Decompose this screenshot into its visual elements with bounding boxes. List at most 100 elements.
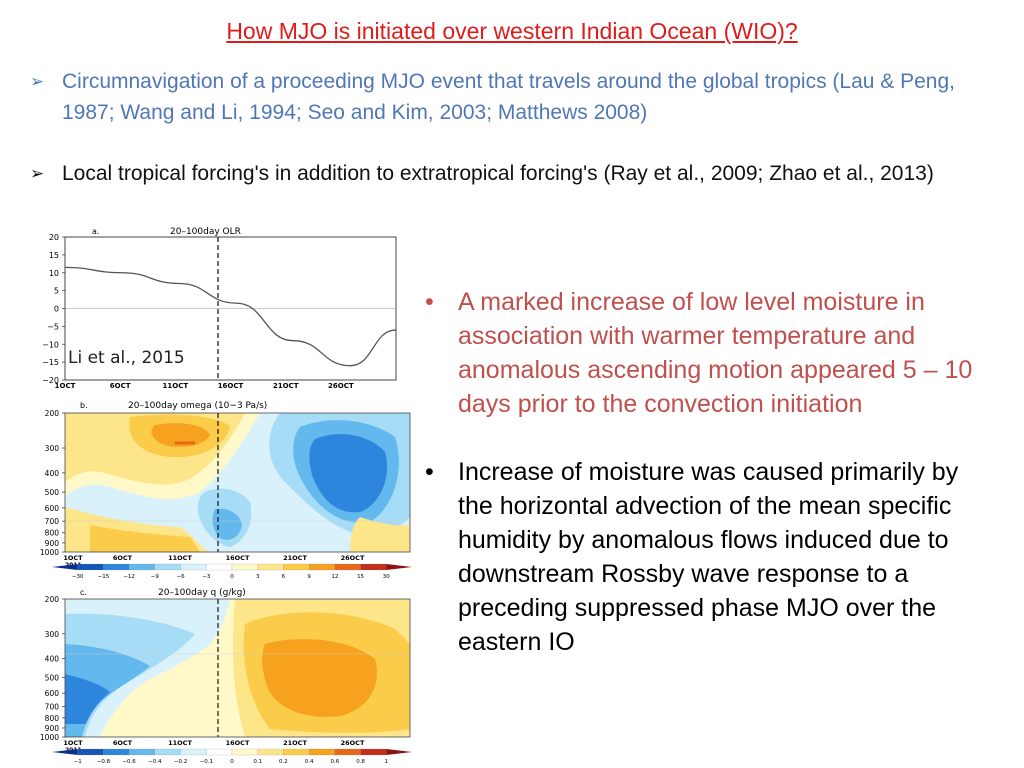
right-bullet-1: • A marked increase of low level moistur… — [425, 285, 1000, 425]
bullet-dot-icon: • — [425, 458, 434, 486]
x-tick-label: 16OCT — [226, 739, 250, 747]
x-tick-label: 11OCT — [168, 554, 192, 562]
y-tick-label: 400 — [45, 654, 60, 663]
y-tick-label: 400 — [45, 469, 60, 478]
y-tick-label: −15 — [42, 358, 59, 367]
y-tick-label: 300 — [45, 630, 60, 639]
colorbar-tick-label: 12 — [331, 574, 338, 580]
colorbar-cell — [52, 749, 78, 755]
colorbar-cell — [129, 563, 155, 571]
colorbar-cell — [231, 748, 258, 756]
x-tick-label: 16OCT — [226, 554, 250, 562]
colorbar-cell — [206, 563, 233, 571]
y-tick-label: 0 — [54, 305, 59, 314]
colorbar-cell — [180, 563, 207, 571]
colorbar-cell — [309, 563, 335, 571]
colorbar-tick-label: −0.4 — [148, 759, 162, 765]
y-tick-label: 1000 — [40, 733, 59, 742]
panel-a-x-axis: 1OCT 6OCT 11OCT 16OCT 21OCT 26OCT — [55, 382, 354, 390]
y-tick-label: 5 — [54, 287, 59, 296]
colorbar-cell — [386, 564, 412, 570]
colorbar-cell — [103, 563, 130, 571]
colorbar-tick-label: 30 — [383, 574, 390, 580]
panel-b-title: 20–100day omega (10−3 Pa/s) — [128, 401, 267, 411]
x-tick-label: 1OCT — [63, 739, 83, 747]
top-bullet-2: ➢ Local tropical forcing's in addition t… — [30, 158, 1010, 222]
colorbar-tick-label: −9 — [151, 574, 160, 580]
colorbar-tick-label: −3 — [202, 574, 211, 580]
panel-a-olr-chart: a. 20–100day OLR 20 15 10 5 0 −5 −10 −15 −20 1OC… — [30, 226, 400, 390]
slide-title: How MJO is initiated over western Indian… — [226, 18, 798, 44]
panel-a-title: 20–100day OLR — [170, 227, 241, 237]
colorbar-cell — [180, 748, 207, 756]
citation-label: Li et al., 2015 — [68, 348, 185, 368]
y-tick-label: 600 — [45, 504, 60, 513]
bullet-dot-icon: • — [425, 288, 434, 316]
colorbar-cell — [360, 748, 387, 756]
colorbar-tick-label: −0.1 — [200, 759, 213, 765]
x-tick-label: 1OCT — [63, 554, 83, 562]
y-tick-label: 200 — [45, 409, 60, 418]
colorbar-tick-label: 0 — [230, 574, 234, 580]
right-bullet-text: Increase of moisture was caused primaril… — [458, 458, 959, 656]
colorbar-tick-label: 9 — [307, 574, 311, 580]
panel-b-omega-chart: b. 20–100day omega (10−3 Pa/s) 200 300 400… — [30, 397, 415, 581]
top-bullet-text: Circumnavigation of a proceeding MJO eve… — [62, 70, 956, 124]
colorbar-tick-label: −6 — [177, 574, 186, 580]
y-tick-label: 500 — [45, 488, 60, 497]
y-tick-label: 800 — [45, 714, 60, 723]
x-tick-label: 26OCT — [328, 382, 354, 390]
q-contour-field — [65, 599, 410, 737]
y-tick-label: 600 — [45, 689, 60, 698]
colorbar-cell — [334, 748, 361, 756]
x-tick-label: 26OCT — [341, 739, 365, 747]
colorbar-tick-label: 0.6 — [330, 759, 339, 765]
colorbar-cell — [257, 748, 284, 756]
panel-c-letter: c. — [80, 588, 87, 597]
colorbar-cell — [283, 563, 310, 571]
y-tick-label: 20 — [49, 233, 59, 242]
colorbar-tick-label: 3 — [256, 574, 260, 580]
colorbar-cell — [334, 563, 361, 571]
colorbar-tick-label: 0.8 — [356, 759, 365, 765]
top-bullet-1: ➢ Circumnavigation of a proceeding MJO e… — [30, 66, 1010, 130]
x-tick-label: 11OCT — [168, 739, 192, 747]
colorbar-cell — [154, 748, 181, 756]
x-tick-label: 6OCT — [113, 554, 133, 562]
right-bullet-2: • Increase of moisture was caused primar… — [425, 455, 1000, 665]
y-tick-label: 700 — [45, 517, 60, 526]
right-bullet-text: A marked increase of low level moisture … — [458, 288, 973, 418]
x-tick-label: 21OCT — [283, 554, 307, 562]
colorbar-cell — [52, 564, 78, 570]
y-tick-label: 500 — [45, 674, 60, 683]
colorbar-tick-label: −0.6 — [122, 759, 136, 765]
panel-c-colorbar: −1 −0.8 −0.6 −0.4 −0.2 −0.1 0 0.1 0.2 0.4 0.6 0.8 1 — [52, 748, 412, 765]
colorbar-tick-label: −1 — [74, 759, 82, 765]
colorbar-tick-label: 0 — [230, 759, 234, 765]
colorbar-tick-label: 0.1 — [253, 759, 262, 765]
colorbar-tick-label: 0.4 — [305, 759, 314, 765]
y-tick-label: −10 — [42, 340, 59, 349]
panel-c-q-chart: c. 20–100day q (g/kg) 200 300 400 500 600 700… — [30, 584, 415, 768]
colorbar-cell — [231, 563, 258, 571]
x-tick-label: 6OCT — [113, 739, 133, 747]
arrow-bullet-icon: ➢ — [30, 72, 45, 91]
y-tick-label: −5 — [47, 322, 59, 331]
colorbar-tick-label: −0.2 — [174, 759, 187, 765]
colorbar-cell — [129, 748, 155, 756]
colorbar-tick-label: 1 — [385, 759, 389, 765]
y-tick-label: 700 — [45, 702, 60, 711]
x-tick-label: 21OCT — [283, 739, 307, 747]
panel-a-y-axis: 20 15 10 5 0 −5 −10 −15 −20 — [42, 233, 65, 385]
omega-contour-field — [65, 413, 410, 552]
y-tick-label: 1000 — [40, 548, 59, 557]
colorbar-cell — [360, 563, 387, 571]
colorbar-tick-label: −30 — [72, 574, 84, 580]
colorbar-cell — [309, 748, 335, 756]
colorbar-cell — [77, 748, 104, 756]
y-tick-label: 300 — [45, 444, 60, 453]
colorbar-tick-label: 15 — [357, 574, 364, 580]
y-tick-label: 10 — [49, 269, 59, 278]
